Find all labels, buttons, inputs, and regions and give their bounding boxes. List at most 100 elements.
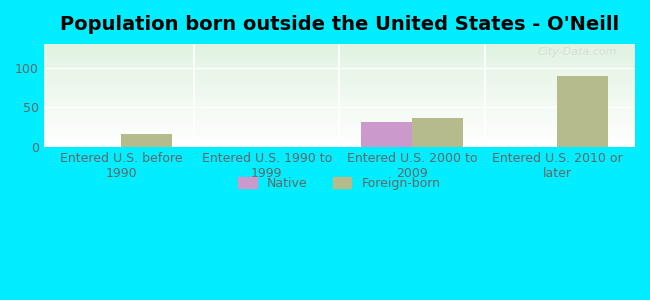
Bar xyxy=(44,123,635,124)
Bar xyxy=(44,93,635,94)
Bar xyxy=(44,127,635,128)
Bar xyxy=(44,121,635,122)
Bar xyxy=(44,117,635,118)
Bar xyxy=(44,54,635,55)
Bar xyxy=(412,118,463,147)
Bar xyxy=(44,120,635,121)
Bar xyxy=(44,144,635,145)
Bar xyxy=(44,68,635,69)
Bar xyxy=(44,119,635,120)
Bar xyxy=(44,106,635,107)
Bar xyxy=(44,76,635,77)
Bar xyxy=(44,79,635,80)
Bar xyxy=(44,95,635,97)
Bar xyxy=(44,142,635,143)
Bar xyxy=(44,49,635,50)
Bar xyxy=(44,44,635,45)
Bar xyxy=(44,107,635,108)
Legend: Native, Foreign-born: Native, Foreign-born xyxy=(233,172,445,195)
Bar xyxy=(361,122,412,147)
Bar xyxy=(44,94,635,95)
Bar xyxy=(44,78,635,79)
Bar xyxy=(44,134,635,135)
Bar xyxy=(44,48,635,49)
Bar xyxy=(44,109,635,110)
Bar xyxy=(44,114,635,115)
Bar xyxy=(44,113,635,114)
Bar xyxy=(44,118,635,119)
Bar xyxy=(44,83,635,84)
Bar xyxy=(44,125,635,127)
Bar xyxy=(44,140,635,141)
Bar xyxy=(44,136,635,137)
Bar xyxy=(44,101,635,102)
Bar xyxy=(44,67,635,68)
Bar xyxy=(44,103,635,104)
Bar xyxy=(44,99,635,100)
Bar xyxy=(44,84,635,85)
Bar xyxy=(44,58,635,59)
Bar xyxy=(44,52,635,53)
Bar xyxy=(44,116,635,117)
Bar xyxy=(44,87,635,88)
Bar xyxy=(44,89,635,90)
Bar xyxy=(44,122,635,123)
Bar xyxy=(122,134,172,147)
Bar xyxy=(44,98,635,99)
Bar xyxy=(44,146,635,147)
Bar xyxy=(44,124,635,125)
Bar xyxy=(44,61,635,62)
Bar xyxy=(44,60,635,62)
Bar xyxy=(44,62,635,64)
Bar xyxy=(44,133,635,134)
Bar xyxy=(44,75,635,76)
Bar xyxy=(44,92,635,93)
Bar xyxy=(44,64,635,66)
Bar xyxy=(44,132,635,133)
Bar xyxy=(44,111,635,112)
Bar xyxy=(44,143,635,144)
Bar xyxy=(44,80,635,81)
Bar xyxy=(44,74,635,75)
Bar xyxy=(44,145,635,146)
Bar xyxy=(44,135,635,136)
Bar xyxy=(44,55,635,56)
Bar xyxy=(44,47,635,48)
Bar xyxy=(44,139,635,140)
Bar xyxy=(44,102,635,103)
Bar xyxy=(44,69,635,70)
Bar xyxy=(44,53,635,54)
Bar xyxy=(44,46,635,47)
Bar xyxy=(44,90,635,92)
Bar xyxy=(44,130,635,132)
Bar xyxy=(44,110,635,111)
Bar xyxy=(44,105,635,106)
Bar xyxy=(44,82,635,83)
Bar xyxy=(44,86,635,87)
Bar xyxy=(44,77,635,78)
Bar xyxy=(44,50,635,51)
Bar xyxy=(44,88,635,89)
Bar xyxy=(557,76,608,147)
Bar xyxy=(44,137,635,138)
Bar xyxy=(44,104,635,105)
Bar xyxy=(44,51,635,52)
Bar xyxy=(44,128,635,130)
Bar xyxy=(44,56,635,57)
Title: Population born outside the United States - O'Neill: Population born outside the United State… xyxy=(60,15,619,34)
Bar xyxy=(44,115,635,116)
Bar xyxy=(44,138,635,139)
Bar xyxy=(44,108,635,109)
Bar xyxy=(44,72,635,73)
Bar xyxy=(44,45,635,46)
Bar xyxy=(44,85,635,86)
Text: City-Data.com: City-Data.com xyxy=(538,47,618,57)
Bar xyxy=(44,71,635,72)
Bar xyxy=(44,70,635,71)
Bar xyxy=(44,97,635,98)
Bar xyxy=(44,57,635,58)
Bar xyxy=(44,59,635,60)
Bar xyxy=(44,100,635,101)
Bar xyxy=(44,66,635,67)
Bar xyxy=(44,81,635,82)
